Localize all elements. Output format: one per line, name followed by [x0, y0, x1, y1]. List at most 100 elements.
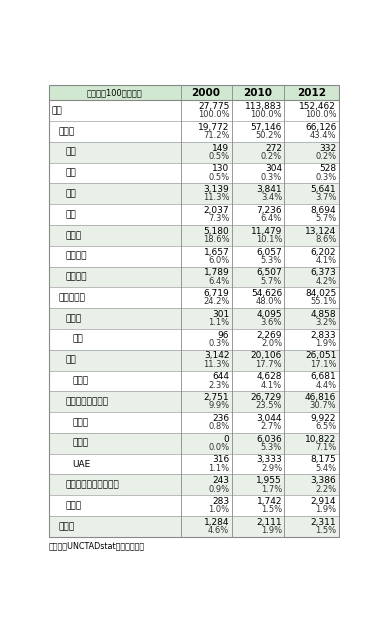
- Text: 3.7%: 3.7%: [315, 193, 336, 202]
- Text: 149: 149: [212, 144, 229, 152]
- Text: 2010: 2010: [243, 88, 273, 98]
- Text: 10,822: 10,822: [305, 435, 336, 444]
- Text: 17.1%: 17.1%: [310, 360, 336, 369]
- Bar: [49, 121, 339, 142]
- Bar: [49, 100, 339, 121]
- Text: 1.5%: 1.5%: [315, 526, 336, 535]
- Text: 46,816: 46,816: [305, 393, 336, 402]
- Text: 57,146: 57,146: [251, 123, 282, 132]
- Text: 2,914: 2,914: [311, 497, 336, 506]
- Text: その他: その他: [58, 522, 74, 531]
- Text: 8,694: 8,694: [311, 206, 336, 215]
- Text: 6,719: 6,719: [204, 289, 229, 298]
- Text: 11.3%: 11.3%: [203, 360, 229, 369]
- Text: ロシア: ロシア: [72, 376, 88, 386]
- Text: 6,373: 6,373: [311, 268, 336, 277]
- Text: 1.0%: 1.0%: [208, 505, 229, 514]
- Text: イラン: イラン: [72, 418, 88, 427]
- Text: 4.4%: 4.4%: [315, 381, 336, 389]
- Text: 2,833: 2,833: [311, 331, 336, 340]
- Text: 0.0%: 0.0%: [208, 443, 229, 452]
- Text: 3,333: 3,333: [256, 455, 282, 464]
- Text: 5.7%: 5.7%: [261, 277, 282, 285]
- Text: 2.7%: 2.7%: [261, 422, 282, 431]
- Text: 1.1%: 1.1%: [208, 464, 229, 472]
- Text: 0.3%: 0.3%: [208, 339, 229, 348]
- Bar: [49, 266, 339, 287]
- Text: ドイツ: ドイツ: [65, 231, 81, 240]
- Text: 1.9%: 1.9%: [315, 505, 336, 514]
- Text: 4,628: 4,628: [257, 372, 282, 381]
- Text: 71.2%: 71.2%: [203, 131, 229, 140]
- Text: 欧州: 欧州: [65, 355, 76, 365]
- Text: 発展途上国: 発展途上国: [58, 293, 85, 302]
- Text: 1.9%: 1.9%: [315, 339, 336, 348]
- Text: 130: 130: [212, 164, 229, 173]
- Text: 243: 243: [212, 476, 229, 485]
- Text: 6,681: 6,681: [311, 372, 336, 381]
- Text: 0.5%: 0.5%: [208, 152, 229, 161]
- Text: 6.4%: 6.4%: [208, 277, 229, 285]
- Text: イラク: イラク: [72, 438, 88, 448]
- Bar: [49, 454, 339, 474]
- Bar: [49, 183, 339, 204]
- Text: 84,025: 84,025: [305, 289, 336, 298]
- Text: 54,626: 54,626: [251, 289, 282, 298]
- Text: 2,311: 2,311: [311, 518, 336, 527]
- Text: 6,057: 6,057: [256, 248, 282, 256]
- Text: イタリア: イタリア: [65, 272, 87, 282]
- Bar: [49, 204, 339, 225]
- Bar: [49, 433, 339, 454]
- Text: 236: 236: [212, 414, 229, 423]
- Text: 0.2%: 0.2%: [315, 152, 336, 161]
- Text: 27,775: 27,775: [198, 102, 229, 111]
- Text: 11.3%: 11.3%: [203, 193, 229, 202]
- Text: 4.1%: 4.1%: [315, 256, 336, 265]
- Text: 19,772: 19,772: [198, 123, 229, 132]
- Text: 26,729: 26,729: [251, 393, 282, 402]
- Text: 2000: 2000: [192, 88, 221, 98]
- Text: 283: 283: [212, 497, 229, 506]
- Text: 4,095: 4,095: [256, 310, 282, 319]
- Text: フランス: フランス: [65, 251, 87, 261]
- Text: 23.5%: 23.5%: [256, 401, 282, 410]
- Text: 0.3%: 0.3%: [261, 173, 282, 181]
- Text: 4.6%: 4.6%: [208, 526, 229, 535]
- Text: 4.1%: 4.1%: [261, 381, 282, 389]
- Text: 5.3%: 5.3%: [261, 256, 282, 265]
- Text: 5.4%: 5.4%: [315, 464, 336, 472]
- Bar: [49, 412, 339, 433]
- Text: 6.5%: 6.5%: [315, 422, 336, 431]
- Text: 13,124: 13,124: [305, 227, 336, 236]
- Text: 1,955: 1,955: [256, 476, 282, 485]
- Text: 2.3%: 2.3%: [208, 381, 229, 389]
- Text: 11,479: 11,479: [251, 227, 282, 236]
- Text: 0.9%: 0.9%: [208, 484, 229, 493]
- Bar: [49, 225, 339, 246]
- Text: 先進国: 先進国: [58, 127, 74, 136]
- Text: 3,044: 3,044: [257, 414, 282, 423]
- Text: 1,789: 1,789: [204, 268, 229, 277]
- Text: 6,507: 6,507: [256, 268, 282, 277]
- Text: 6.0%: 6.0%: [208, 256, 229, 265]
- Text: 3.6%: 3.6%: [261, 318, 282, 327]
- Text: 中国: 中国: [72, 335, 83, 344]
- Text: 113,883: 113,883: [245, 102, 282, 111]
- Bar: [49, 495, 339, 516]
- Text: 48.0%: 48.0%: [256, 297, 282, 306]
- Text: 1,284: 1,284: [204, 518, 229, 527]
- Text: 528: 528: [319, 164, 336, 173]
- Text: 日本: 日本: [65, 147, 76, 157]
- Text: 輸出: 輸出: [51, 106, 62, 115]
- Text: 0.8%: 0.8%: [208, 422, 229, 431]
- Bar: [49, 474, 339, 495]
- Text: アジア: アジア: [65, 314, 81, 323]
- Text: 0.5%: 0.5%: [208, 173, 229, 181]
- Text: 1,657: 1,657: [204, 248, 229, 256]
- Text: 3,841: 3,841: [256, 185, 282, 194]
- Text: 2,037: 2,037: [204, 206, 229, 215]
- Text: 米国: 米国: [65, 189, 76, 198]
- Text: 9.9%: 9.9%: [208, 401, 229, 410]
- Text: 1.1%: 1.1%: [208, 318, 229, 327]
- Text: 6.4%: 6.4%: [261, 214, 282, 223]
